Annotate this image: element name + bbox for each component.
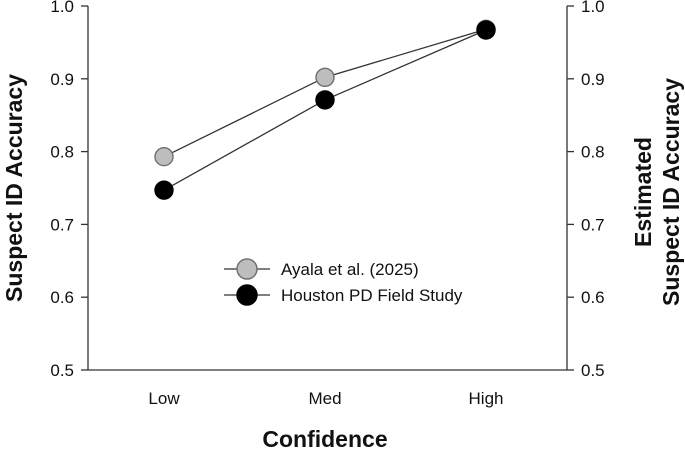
x-axis-title: Confidence (262, 426, 387, 450)
series-layer (154, 19, 496, 200)
x-tick-label: Low (148, 389, 180, 408)
data-point-series-2 (154, 180, 174, 200)
y-tick-right-label: 0.6 (581, 288, 605, 307)
data-point-series-2 (315, 90, 335, 110)
y-ticks-right: 0.5 0.6 0.7 0.8 0.9 1.0 (567, 0, 605, 380)
x-ticks: Low Med High (148, 389, 503, 408)
x-tick-label: Med (308, 389, 341, 408)
y-axis-title-left: Suspect ID Accuracy (1, 74, 27, 302)
y-tick-right-label: 0.5 (581, 361, 605, 380)
y-tick-left-label: 0.7 (50, 215, 74, 234)
y-axis-title-right-line1: Estimated (630, 137, 656, 247)
data-point-series-1 (154, 146, 174, 167)
y-tick-right-label: 0.7 (581, 215, 605, 234)
y-tick-right-label: 0.9 (581, 70, 605, 89)
y-tick-left-label: 0.6 (50, 288, 74, 307)
y-tick-right-label: 1.0 (581, 0, 605, 16)
x-tick-label: High (469, 389, 504, 408)
legend: Ayala et al. (2025) Houston PD Field Stud… (224, 258, 463, 306)
y-tick-left-label: 0.5 (50, 361, 74, 380)
y-tick-right-label: 0.8 (581, 143, 605, 162)
legend-label: Houston PD Field Study (281, 286, 463, 305)
data-point-series-2 (476, 20, 496, 40)
y-ticks-left: 0.5 0.6 0.7 0.8 0.9 1.0 (50, 0, 88, 380)
data-point-series-1 (315, 67, 335, 88)
y-tick-left-label: 1.0 (50, 0, 74, 16)
series-line-2 (163, 29, 487, 191)
y-axis-title-right-line2: Suspect ID Accuracy (658, 78, 684, 306)
legend-marker (236, 258, 258, 280)
y-tick-left-label: 0.8 (50, 143, 74, 162)
legend-label: Ayala et al. (2025) (281, 260, 419, 279)
legend-marker (236, 284, 258, 306)
y-tick-left-label: 0.9 (50, 70, 74, 89)
axes (87, 6, 568, 371)
